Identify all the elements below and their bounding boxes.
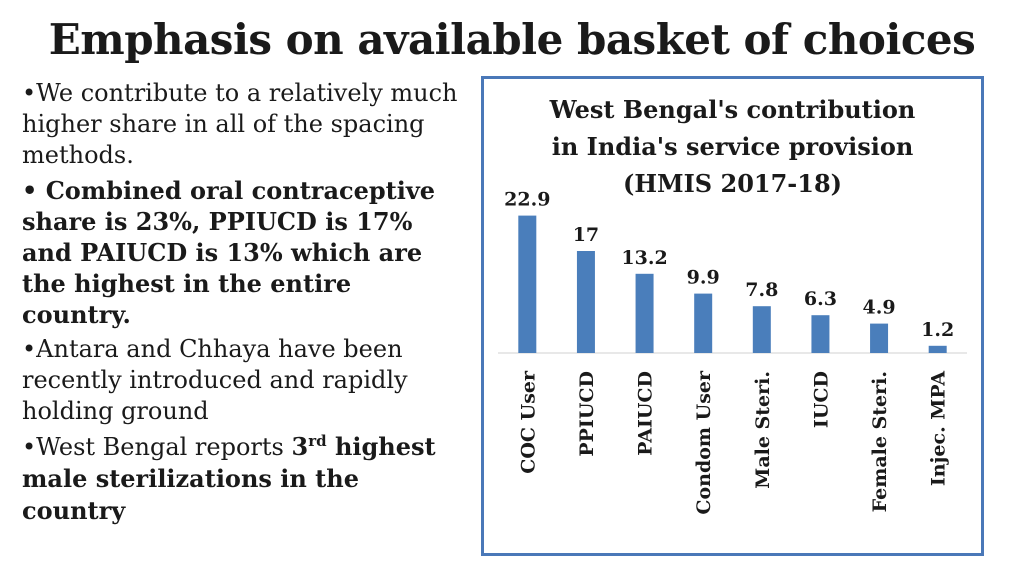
bar-female-steri: [870, 323, 889, 353]
bar-coc-user: [518, 215, 537, 353]
bar-male-steri: [752, 306, 771, 353]
category-label: Injec. MPA: [928, 371, 950, 486]
bar-condom-user: [694, 293, 713, 353]
bar-ppiucd: [576, 251, 595, 353]
chart-title-line: (HMIS 2017-18): [622, 169, 843, 198]
bullet-marker: •: [22, 79, 37, 107]
chart-container: West Bengal's contribution in India's se…: [481, 76, 984, 556]
bullet-bold-text: 3: [291, 432, 309, 461]
bullet-text: West Bengal reports: [36, 433, 292, 461]
bar-injec-mpa: [928, 345, 947, 353]
chart-title: West Bengal's contribution in India's se…: [484, 91, 981, 202]
category-label: PAIUCD: [635, 371, 657, 456]
data-label: 7.8: [745, 279, 778, 301]
bullet-marker: •: [22, 433, 37, 461]
data-label: 4.9: [863, 297, 896, 319]
category-label: Male Steri.: [752, 371, 774, 489]
category-label: Female Steri.: [869, 371, 891, 512]
category-label: PPIUCD: [576, 371, 598, 457]
data-label: 9.9: [687, 267, 720, 289]
slide-title: Emphasis on available basket of choices: [48, 15, 976, 64]
bullet-list: •We contribute to a relatively much high…: [22, 78, 462, 531]
data-label: 17: [573, 224, 599, 246]
bar-chart: 22.9 COC User 17 PPIUCD 13.2 PAIUCD 9.9 Condom …: [498, 189, 967, 515]
bar-iucd: [811, 315, 830, 353]
bullet-item-4: •West Bengal reports 3rd highest male st…: [22, 431, 462, 527]
data-label: 13.2: [621, 247, 667, 269]
data-label: 22.9: [504, 189, 550, 211]
bullet-item-2: • Combined oral contraceptive share is 2…: [22, 175, 462, 330]
bullet-marker: •: [22, 176, 46, 205]
category-label: COC User: [517, 370, 539, 474]
bullet-bold-text: highest male sterilizations in the count…: [22, 432, 436, 525]
category-label: Condom User: [693, 370, 715, 515]
category-label: IUCD: [810, 371, 832, 428]
data-label: 6.3: [804, 288, 837, 310]
bullet-marker: •: [22, 335, 37, 363]
data-label: 1.2: [921, 319, 954, 341]
bullet-superscript: rd: [308, 432, 327, 450]
chart-title-line: West Bengal's contribution: [549, 95, 916, 124]
bar-paiucd: [635, 273, 654, 353]
bullet-text: Combined oral contraceptive share is 23%…: [22, 176, 436, 329]
chart-title-line: in India's service provision: [551, 132, 914, 161]
bullet-text: Antara and Chhaya have been recently int…: [22, 335, 408, 425]
bullet-item-1: •We contribute to a relatively much high…: [22, 78, 462, 171]
bullet-item-3: •Antara and Chhaya have been recently in…: [22, 334, 462, 427]
bullet-text: We contribute to a relatively much highe…: [22, 79, 458, 169]
